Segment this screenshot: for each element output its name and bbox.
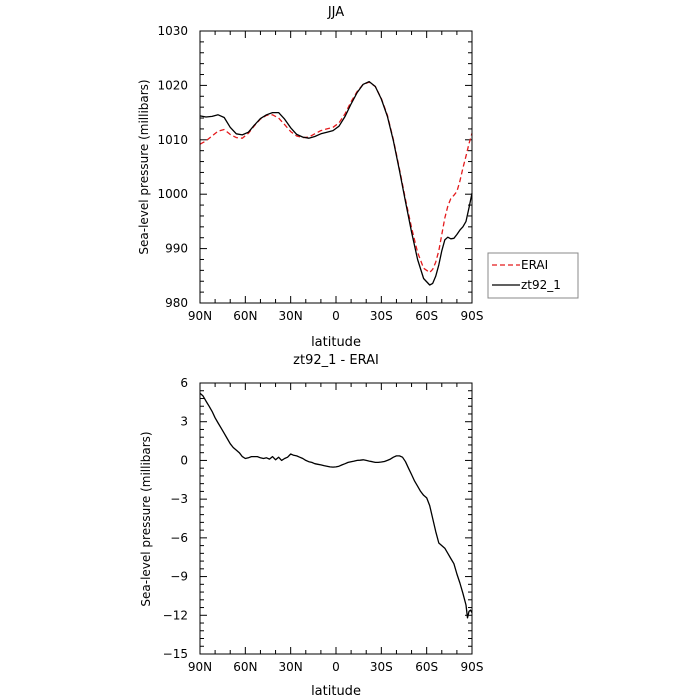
top-x-axis-label: latitude xyxy=(311,335,361,350)
top-x-tick-label: 90S xyxy=(461,309,484,323)
top-y-tick-label: 990 xyxy=(165,242,188,256)
bottom-y-tick-label: −15 xyxy=(163,647,188,661)
bottom-y-tick-label: 0 xyxy=(180,453,188,467)
bottom-y-tick-label: −3 xyxy=(170,492,188,506)
bottom-y-tick-label: 3 xyxy=(180,415,188,429)
bottom-plot-frame xyxy=(199,382,473,655)
legend-label-erai: ERAI xyxy=(521,258,548,272)
bottom-y-tick-label: −9 xyxy=(170,570,188,584)
bottom-panel: zt92_1 - ERAI Sea-level pressure (millib… xyxy=(139,353,483,699)
top-axis-ticks: 90N 60N 30N 0 30S 60S 90S 980 990 1000 1010 1020 103… xyxy=(157,24,483,323)
bottom-axis-ticks: 90N 60N 30N 0 30S 60S 90S 6 3 0 −3 −6 −9 −12 −15 xyxy=(163,376,484,674)
bottom-y-tick-label: 6 xyxy=(180,376,188,390)
top-x-tick-label: 0 xyxy=(332,309,340,323)
top-x-tick-label: 30S xyxy=(370,309,393,323)
top-y-tick-label: 1030 xyxy=(157,24,188,38)
top-series-line-zt92-1 xyxy=(199,80,473,286)
bottom-y-tick-label: −6 xyxy=(170,531,188,545)
top-x-tick-label: 30N xyxy=(279,309,303,323)
top-chart-title: JJA xyxy=(327,5,344,20)
bottom-y-tick-label: −12 xyxy=(163,608,188,622)
bottom-chart-title: zt92_1 - ERAI xyxy=(293,353,379,368)
bottom-x-tick-label: 30N xyxy=(279,660,303,674)
top-plot-frame xyxy=(199,30,473,304)
top-x-tick-label: 60N xyxy=(233,309,257,323)
top-x-tick-label: 90N xyxy=(188,309,212,323)
bottom-x-tick-label: 60N xyxy=(233,660,257,674)
bottom-x-tick-label: 90S xyxy=(461,660,484,674)
bottom-x-tick-label: 30S xyxy=(370,660,393,674)
top-y-tick-label: 1020 xyxy=(157,78,188,92)
top-y-tick-label: 1000 xyxy=(157,187,188,201)
top-series-lines xyxy=(199,80,473,286)
top-y-axis-label: Sea-level pressure (millibars) xyxy=(137,79,151,254)
top-x-tick-label: 60S xyxy=(415,309,438,323)
legend-box xyxy=(487,252,579,299)
top-y-tick-label: 980 xyxy=(165,296,188,310)
legend-label-zt92-1: zt92_1 xyxy=(521,278,561,292)
bottom-x-tick-label: 90N xyxy=(188,660,212,674)
bottom-y-axis-label: Sea-level pressure (millibars) xyxy=(139,431,153,606)
legend: ERAI zt92_1 xyxy=(487,252,579,299)
bottom-x-tick-label: 0 xyxy=(332,660,340,674)
bottom-x-tick-label: 60S xyxy=(415,660,438,674)
bottom-series-lines xyxy=(199,392,473,619)
top-y-tick-label: 1010 xyxy=(157,133,188,147)
bottom-x-axis-label: latitude xyxy=(311,684,361,699)
bottom-series-line-0 xyxy=(199,392,473,619)
top-panel: JJA Sea-level pressure (millibars) latit… xyxy=(137,5,483,350)
